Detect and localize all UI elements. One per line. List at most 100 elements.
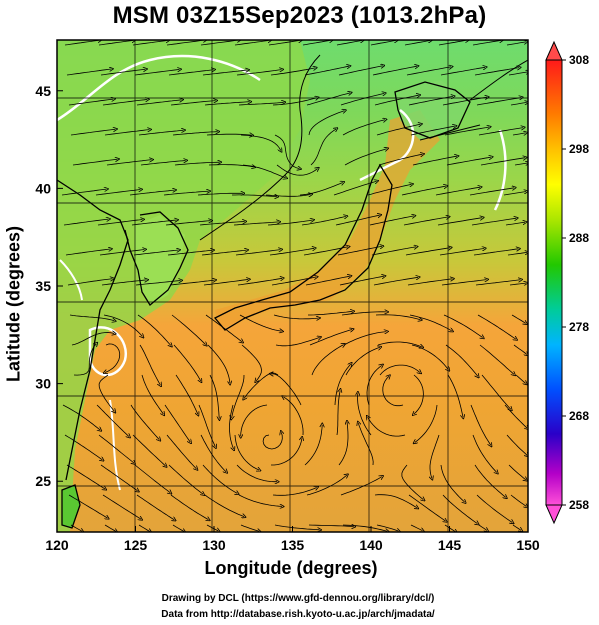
streamline: [237, 278, 282, 286]
streamline: [470, 404, 491, 445]
x-tick-label: 135: [281, 537, 305, 553]
streamline: [514, 163, 528, 165]
streamline: [100, 69, 145, 76]
streamline: [334, 364, 351, 406]
streamline: [336, 40, 362, 46]
streamline: [67, 279, 112, 286]
streamline: [445, 344, 478, 376]
streamline: [66, 464, 105, 489]
streamline: [200, 40, 239, 46]
colorbar-label: 268: [569, 409, 589, 423]
coastline: [57, 179, 129, 481]
streamline: [175, 374, 198, 414]
streamline: [271, 438, 302, 466]
streamline: [405, 248, 450, 256]
streamline: [229, 404, 234, 449]
streamline: [510, 494, 526, 507]
streamline: [404, 41, 430, 46]
streamline: [479, 344, 514, 374]
streamline: [373, 277, 418, 286]
coastline: [469, 59, 528, 101]
streamline: [508, 464, 526, 480]
streamline: [480, 158, 525, 166]
streamline: [472, 40, 501, 46]
streamline: [136, 494, 174, 520]
streamline: [262, 432, 282, 450]
streamline: [66, 69, 111, 76]
streamline: [444, 127, 489, 136]
streamline: [204, 494, 244, 517]
streamline: [438, 40, 467, 46]
streamline: [141, 374, 163, 414]
streamline: [370, 40, 396, 46]
isotherm-contour: [57, 54, 261, 122]
streamline: [204, 102, 250, 106]
streamline: [269, 248, 314, 256]
streamline: [469, 188, 514, 196]
streamline: [106, 160, 152, 166]
streamline: [96, 404, 129, 437]
streamline: [133, 250, 179, 256]
streamline: [401, 464, 423, 500]
streamline: [446, 157, 491, 166]
streamline: [440, 464, 465, 502]
streamline: [272, 488, 317, 496]
streamline: [478, 524, 487, 530]
streamline: [65, 249, 110, 256]
streamline: [367, 184, 412, 196]
streamline: [311, 345, 344, 376]
streamline: [199, 222, 245, 226]
streamline: [344, 149, 387, 166]
credit-drawing: Drawing by DCL (https://www.gfd-dennou.o…: [161, 593, 435, 604]
streamline: [64, 434, 102, 460]
streamline: [202, 70, 248, 76]
streamline: [68, 99, 113, 106]
colorbar-label: 308: [569, 53, 589, 67]
streamline: [134, 69, 180, 76]
streamline: [412, 156, 457, 166]
streamline: [505, 222, 525, 226]
streamline: [265, 195, 311, 197]
streamline: [408, 494, 446, 521]
streamline: [382, 376, 404, 407]
streamline: [415, 404, 438, 442]
streamline: [166, 434, 196, 469]
streamline: [207, 344, 230, 383]
y-axis-label: Latitude (degrees): [3, 225, 24, 383]
streamline: [506, 434, 527, 455]
streamline: [170, 101, 216, 106]
streamline: [238, 494, 282, 506]
streamline: [308, 111, 345, 136]
streamline: [172, 524, 184, 532]
x-axis-ticks: 120 125 130 135 140 145 150: [45, 526, 540, 553]
streamline: [338, 422, 348, 466]
streamline: [238, 102, 284, 106]
streamline: [306, 475, 347, 496]
streamline: [276, 164, 318, 176]
streamline: [136, 100, 182, 106]
streamline: [509, 283, 526, 285]
streamline: [503, 192, 526, 196]
streamline: [430, 434, 440, 478]
y-tick-label: 40: [35, 180, 51, 196]
streamline: [302, 40, 331, 46]
streamline: [305, 276, 350, 286]
streamline: [167, 250, 213, 256]
streamline: [171, 314, 206, 345]
x-tick-label: 145: [438, 537, 462, 553]
streamline: [379, 364, 420, 376]
streamline: [135, 281, 181, 286]
streamline: [170, 494, 208, 520]
streamline: [304, 66, 349, 76]
streamline: [234, 434, 259, 470]
streamline: [411, 344, 448, 370]
streamline: [239, 314, 282, 331]
streamline: [284, 397, 304, 436]
isotherm-contour: [59, 259, 83, 301]
streamline: [342, 120, 385, 136]
lat-lon-grid: [57, 40, 528, 532]
wind-streamlines: [61, 40, 528, 532]
streamline: [406, 67, 451, 76]
coastline: [419, 124, 481, 141]
